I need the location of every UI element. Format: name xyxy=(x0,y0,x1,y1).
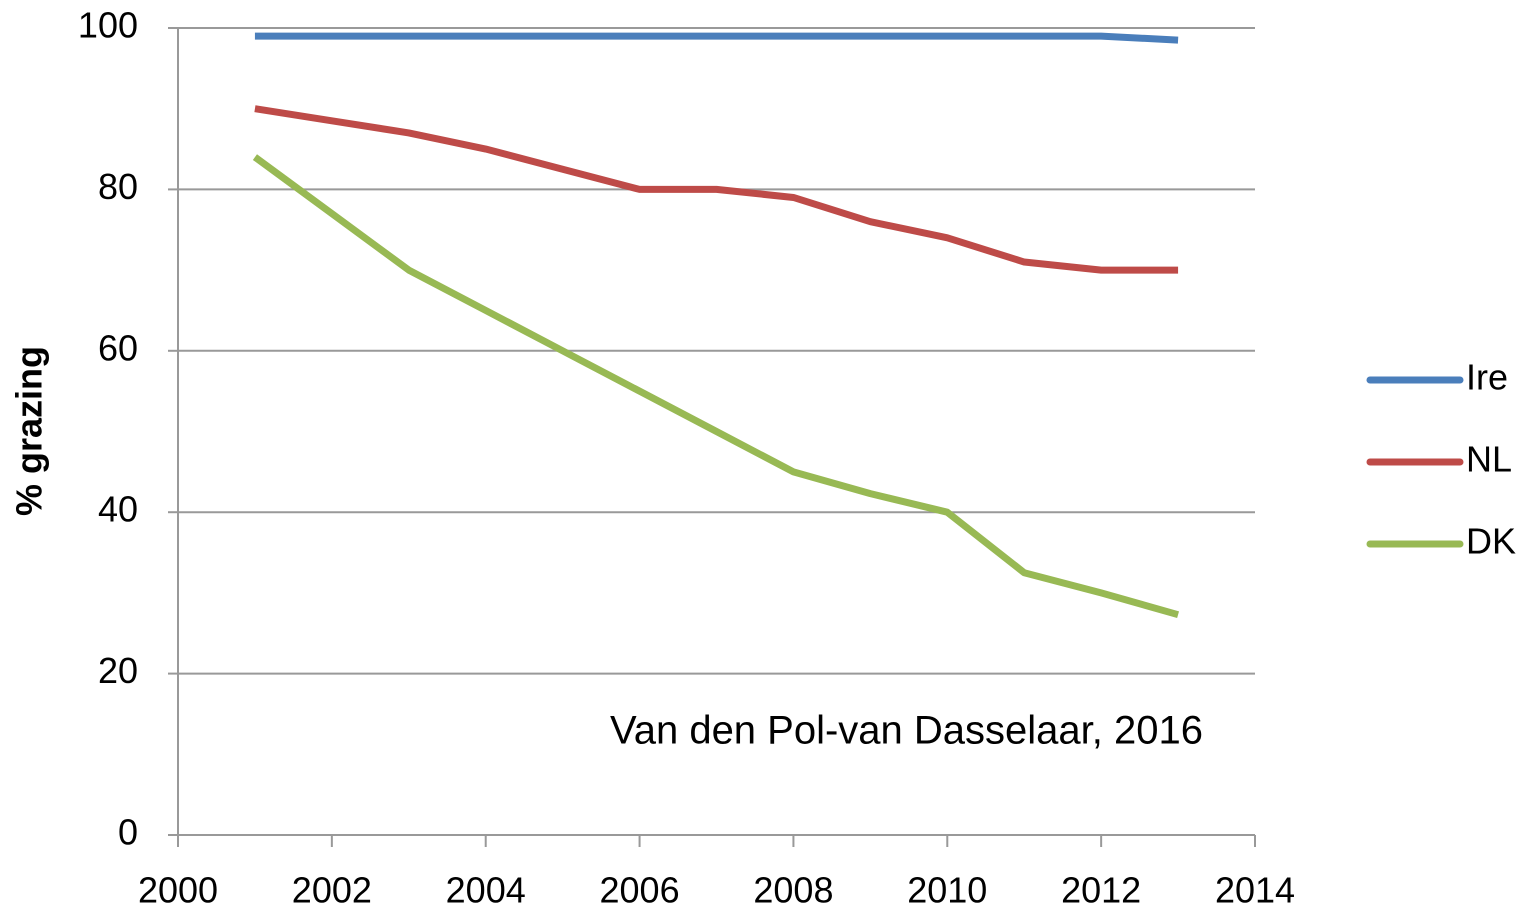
x-tick-label: 2004 xyxy=(446,870,526,911)
annotation: Van den Pol-van Dasselaar, 2016 xyxy=(610,709,1203,753)
y-tick-label: 40 xyxy=(98,489,138,530)
y-tick-label: 60 xyxy=(98,327,138,368)
legend-label: DK xyxy=(1466,521,1516,562)
y-tick-label: 100 xyxy=(78,5,138,46)
x-tick-label: 2012 xyxy=(1061,870,1141,911)
legend-label: NL xyxy=(1466,439,1512,480)
series-line xyxy=(252,154,1180,619)
legend-label: Ire xyxy=(1466,357,1508,398)
series-line xyxy=(254,32,1179,44)
x-tick-label: 2014 xyxy=(1215,870,1295,911)
y-tick-label: 80 xyxy=(98,166,138,207)
y-tick-label: 0 xyxy=(118,812,138,853)
y-axis-label: % grazing xyxy=(9,346,50,516)
x-tick-label: 2008 xyxy=(753,870,833,911)
x-tick-label: 2010 xyxy=(907,870,987,911)
x-tick-label: 2006 xyxy=(600,870,680,911)
y-tick-label: 20 xyxy=(98,650,138,691)
x-tick-label: 2002 xyxy=(292,870,372,911)
series-line xyxy=(254,105,1179,274)
x-tick-label: 2000 xyxy=(138,870,218,911)
